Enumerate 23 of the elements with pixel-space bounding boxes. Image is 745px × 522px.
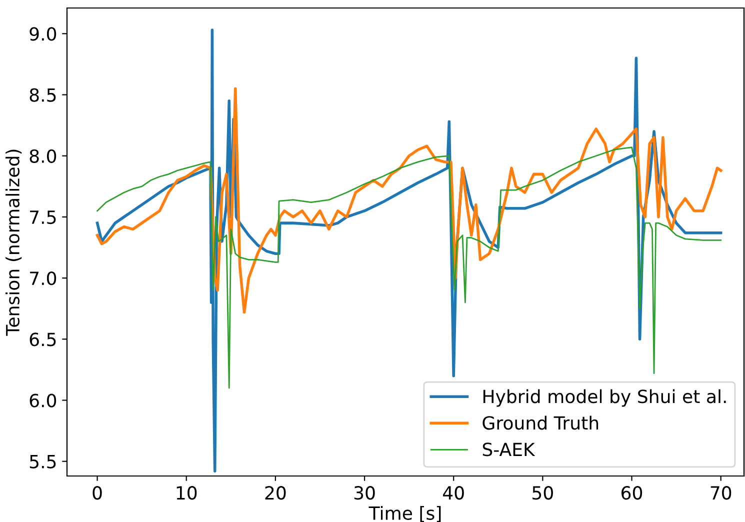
legend-label: Hybrid model by Shui et al. (483, 389, 726, 407)
x-axis-title: Time [s] (368, 506, 441, 522)
x-tick-label: 20 (265, 486, 286, 500)
y-tick-label: 8.0 (30, 149, 56, 163)
x-tick-label: 30 (354, 486, 375, 500)
y-tick-label: 5.5 (30, 455, 56, 468)
y-tick-label: 6.0 (30, 394, 56, 408)
y-tick-label: 8.5 (30, 88, 56, 102)
x-tick-label: 10 (176, 486, 197, 500)
y-tick-label: 7.0 (30, 272, 56, 286)
y-tick-label: 9.0 (30, 27, 56, 41)
x-tick-label: 0 (92, 486, 102, 500)
line-series (96, 146, 722, 389)
x-tick-label: 40 (443, 486, 464, 500)
line-series (96, 87, 722, 314)
y-axis-title: Tension (normalized) (6, 150, 22, 336)
legend-label: S-AEK (482, 442, 536, 456)
x-tick-label: 60 (622, 486, 642, 500)
x-tick-label: 70 (710, 486, 732, 500)
x-tick-label: 50 (532, 486, 553, 500)
y-tick-label: 7.5 (30, 210, 56, 224)
y-tick-label: 6.5 (30, 332, 56, 346)
legend-label: Ground Truth (482, 416, 598, 430)
